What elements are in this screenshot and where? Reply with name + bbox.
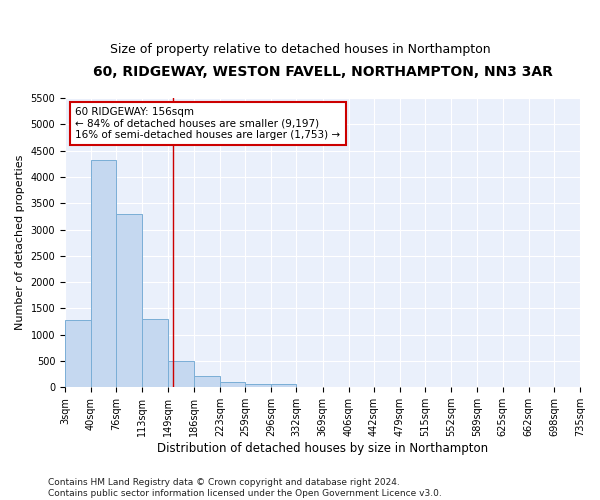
- Bar: [271, 384, 296, 387]
- Bar: [220, 382, 245, 387]
- X-axis label: Distribution of detached houses by size in Northampton: Distribution of detached houses by size …: [157, 442, 488, 455]
- Text: Contains HM Land Registry data © Crown copyright and database right 2024.
Contai: Contains HM Land Registry data © Crown c…: [48, 478, 442, 498]
- Bar: [194, 376, 220, 387]
- Bar: [65, 320, 91, 387]
- Text: Size of property relative to detached houses in Northampton: Size of property relative to detached ho…: [110, 42, 490, 56]
- Bar: [245, 384, 271, 387]
- Y-axis label: Number of detached properties: Number of detached properties: [15, 155, 25, 330]
- Bar: [142, 320, 168, 387]
- Title: 60, RIDGEWAY, WESTON FAVELL, NORTHAMPTON, NN3 3AR: 60, RIDGEWAY, WESTON FAVELL, NORTHAMPTON…: [92, 65, 553, 79]
- Bar: [168, 362, 194, 387]
- Bar: [116, 214, 142, 387]
- Text: 60 RIDGEWAY: 156sqm
← 84% of detached houses are smaller (9,197)
16% of semi-det: 60 RIDGEWAY: 156sqm ← 84% of detached ho…: [76, 107, 340, 140]
- Bar: [91, 160, 116, 387]
